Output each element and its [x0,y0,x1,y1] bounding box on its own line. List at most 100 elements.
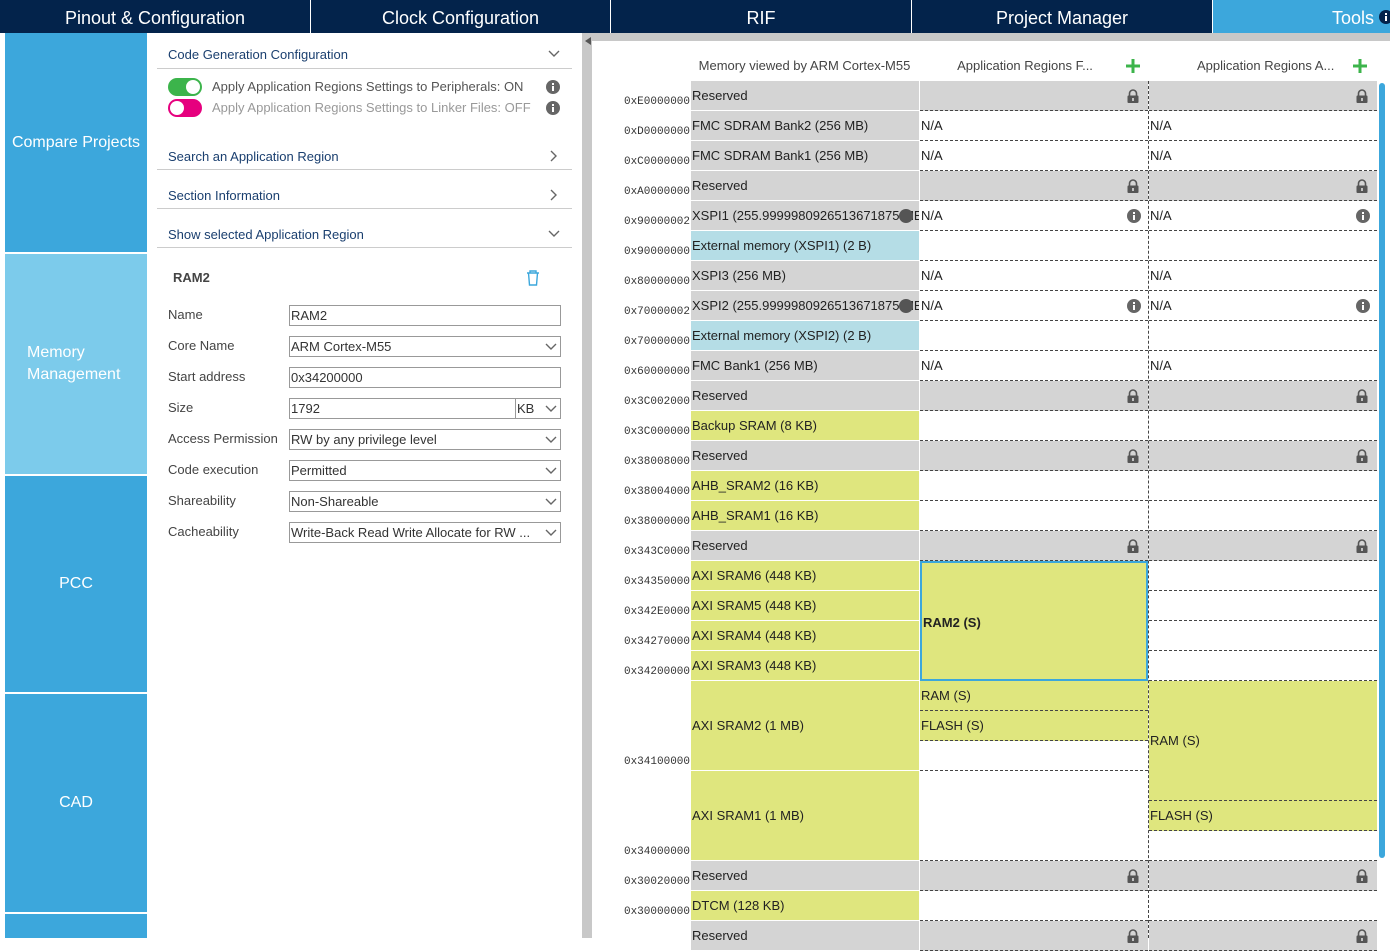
memory-region[interactable]: FMC SDRAM Bank1 (256 MB) [691,141,919,171]
lock-hole [1132,878,1134,881]
app-region-cell[interactable]: N/A [1149,351,1377,381]
memory-region[interactable]: External memory (XSPI2) (2 B) [691,321,919,351]
sidebar-item[interactable]: Compare Projects [5,33,147,252]
region-name: AHB_SRAM1 (16 KB) [692,508,819,523]
address: 0x38004000 [623,486,690,498]
toggle[interactable] [168,78,202,96]
memory-region[interactable]: Reserved [691,171,919,201]
chev-down-icon [545,467,557,474]
tab[interactable]: Clock Configuration [311,0,610,33]
app-region-cell[interactable]: N/A [920,111,1148,141]
sidebar-item[interactable]: CAD [5,694,147,912]
column-header: Application Regions A... [1197,58,1335,73]
splitter [582,33,592,938]
app-region-cell[interactable]: N/A [920,291,1148,321]
field-input[interactable]: ARM Cortex-M55 [289,336,561,357]
memory-region[interactable]: Reserved [691,441,919,471]
memory-region[interactable]: Reserved [691,921,919,951]
field-input[interactable]: RW by any privilege level [289,429,561,450]
section-header[interactable]: Search an Application Region [168,149,339,164]
lock-icon [1127,449,1139,463]
cell-label: RAM (S) [1150,733,1200,748]
tab[interactable]: Tools [1213,0,1390,33]
memory-region[interactable]: FMC Bank1 (256 MB) [691,351,919,381]
app-region-cell[interactable]: N/A [1149,141,1377,171]
memory-region[interactable]: DTCM (128 KB) [691,891,919,921]
chev-down-icon [548,230,560,237]
lock-shackle [1128,179,1138,186]
section-header[interactable]: Show selected Application Region [168,227,364,242]
app-region-cell[interactable]: RAM (S) [1149,681,1377,801]
plus-icon[interactable] [1126,59,1140,73]
app-region-cell[interactable]: RAM2 (S) [920,561,1148,681]
tab[interactable]: RIF [611,0,911,33]
memory-region[interactable]: AXI SRAM2 (1 MB) [691,681,919,771]
separator [157,208,572,209]
sidebar-item[interactable]: Memory Management [5,254,147,474]
app-region-cell [920,891,1148,921]
plus-icon[interactable] [1353,59,1367,73]
unit-select[interactable]: KB [515,398,561,419]
memory-region[interactable]: AXI SRAM4 (448 KB) [691,621,919,651]
app-region-cell [1149,651,1377,681]
trash-icon[interactable] [525,269,541,287]
memory-region[interactable]: Reserved [691,861,919,891]
app-region-cell[interactable]: N/A [1149,291,1377,321]
app-region-cell[interactable]: N/A [1149,261,1377,291]
address: 0x70000002 [623,306,690,318]
lock-icon [1127,869,1139,883]
app-region-cell [1149,831,1377,861]
memory-region[interactable]: AHB_SRAM1 (16 KB) [691,501,919,531]
memory-region[interactable]: XSPI1 (255.9999980926513671875 MB) [691,201,919,231]
region-name: Reserved [692,538,748,553]
memory-region[interactable]: AHB_SRAM2 (16 KB) [691,471,919,501]
memory-region[interactable]: Reserved [691,381,919,411]
app-region-cell [1149,591,1377,621]
scrollbar[interactable] [1379,83,1385,858]
memory-region[interactable]: Reserved [691,531,919,561]
app-region-cell[interactable]: FLASH (S) [920,711,1148,741]
app-region-cell[interactable]: N/A [1149,201,1377,231]
field-input[interactable]: 1792 [289,398,516,419]
memory-region[interactable]: Reserved [691,81,919,111]
app-region-cell [920,501,1148,531]
info-bar [552,86,554,91]
memory-region[interactable]: AXI SRAM1 (1 MB) [691,771,919,861]
app-region-cell [1149,441,1377,471]
app-region-cell [920,741,1148,771]
field-input[interactable]: Write-Back Read Write Allocate for RW ..… [289,522,561,543]
field-input[interactable]: 0x34200000 [289,367,561,388]
memory-region[interactable]: External memory (XSPI1) (2 B) [691,231,919,261]
app-region-cell[interactable]: RAM (S) [920,681,1148,711]
cell-label: N/A [921,118,943,133]
panel-title[interactable]: Code Generation Configuration [168,47,348,62]
app-region-cell[interactable]: N/A [920,201,1148,231]
tab[interactable]: Project Manager [912,0,1212,33]
memory-region[interactable]: XSPI2 (255.9999980926513671875 MB) [691,291,919,321]
app-region-cell[interactable]: FLASH (S) [1149,801,1377,831]
chev-down-icon [545,436,557,443]
memory-region[interactable]: AXI SRAM3 (448 KB) [691,651,919,681]
toggle-knob [170,101,184,115]
field-input[interactable]: Permitted [289,460,561,481]
tool-info-icon[interactable] [1379,10,1390,24]
info-bar [1362,215,1364,220]
memory-region[interactable]: AXI SRAM6 (448 KB) [691,561,919,591]
memory-region[interactable]: XSPI3 (256 MB) [691,261,919,291]
field-input[interactable]: Non-Shareable [289,491,561,512]
field-input[interactable]: RAM2 [289,305,561,326]
sidebar-item[interactable]: PCC [5,476,147,692]
app-region-cell[interactable]: N/A [920,261,1148,291]
app-region-cell[interactable]: N/A [920,141,1148,171]
memory-region[interactable]: AXI SRAM5 (448 KB) [691,591,919,621]
app-region-cell[interactable]: N/A [920,351,1148,381]
toggle[interactable] [168,99,202,117]
info-dark-icon [899,209,913,223]
tab[interactable]: Pinout & Configuration [0,0,310,33]
region-name: Backup SRAM (8 KB) [692,418,817,433]
memory-region[interactable]: Backup SRAM (8 KB) [691,411,919,441]
app-region-cell[interactable]: N/A [1149,111,1377,141]
app-region-cell [1149,861,1377,891]
memory-region[interactable]: FMC SDRAM Bank2 (256 MB) [691,111,919,141]
section-header[interactable]: Section Information [168,188,281,203]
